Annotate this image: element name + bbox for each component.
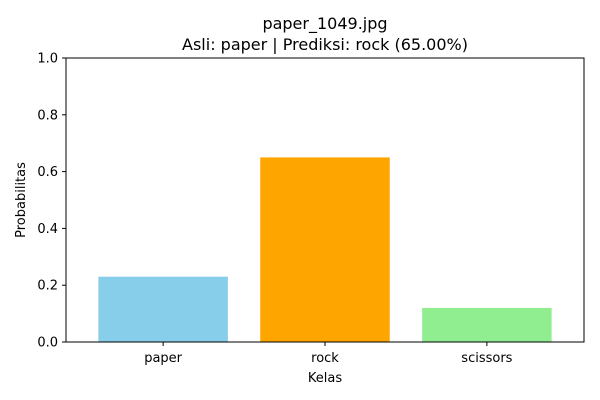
bar-rock <box>260 157 390 342</box>
bar-paper <box>98 276 228 342</box>
y-tick-label: 0.6 <box>37 165 58 180</box>
plot-frame <box>65 57 585 343</box>
y-tick-label: 0.8 <box>37 108 58 123</box>
x-tick-label-rock: rock <box>311 351 339 366</box>
x-axis-ticks: paper rock scissors <box>144 342 513 366</box>
bar-scissors <box>422 307 552 342</box>
bars-group <box>98 157 552 342</box>
chart-title-line1: paper_1049.jpg <box>262 14 387 34</box>
y-axis-label: Probabilitas <box>14 162 29 238</box>
x-tick-label-paper: paper <box>144 351 182 366</box>
x-axis-label: Kelas <box>308 371 342 386</box>
y-tick-label: 1.0 <box>37 52 58 67</box>
y-tick-label: 0.2 <box>37 279 58 294</box>
y-axis-ticks: 0.0 0.2 0.4 0.6 0.8 1.0 <box>37 52 66 351</box>
y-tick-label: 0.4 <box>37 222 58 237</box>
x-tick-label-scissors: scissors <box>461 351 512 366</box>
y-tick-label: 0.0 <box>37 336 58 351</box>
chart-title-line2: Asli: paper | Prediksi: rock (65.00%) <box>182 35 468 54</box>
